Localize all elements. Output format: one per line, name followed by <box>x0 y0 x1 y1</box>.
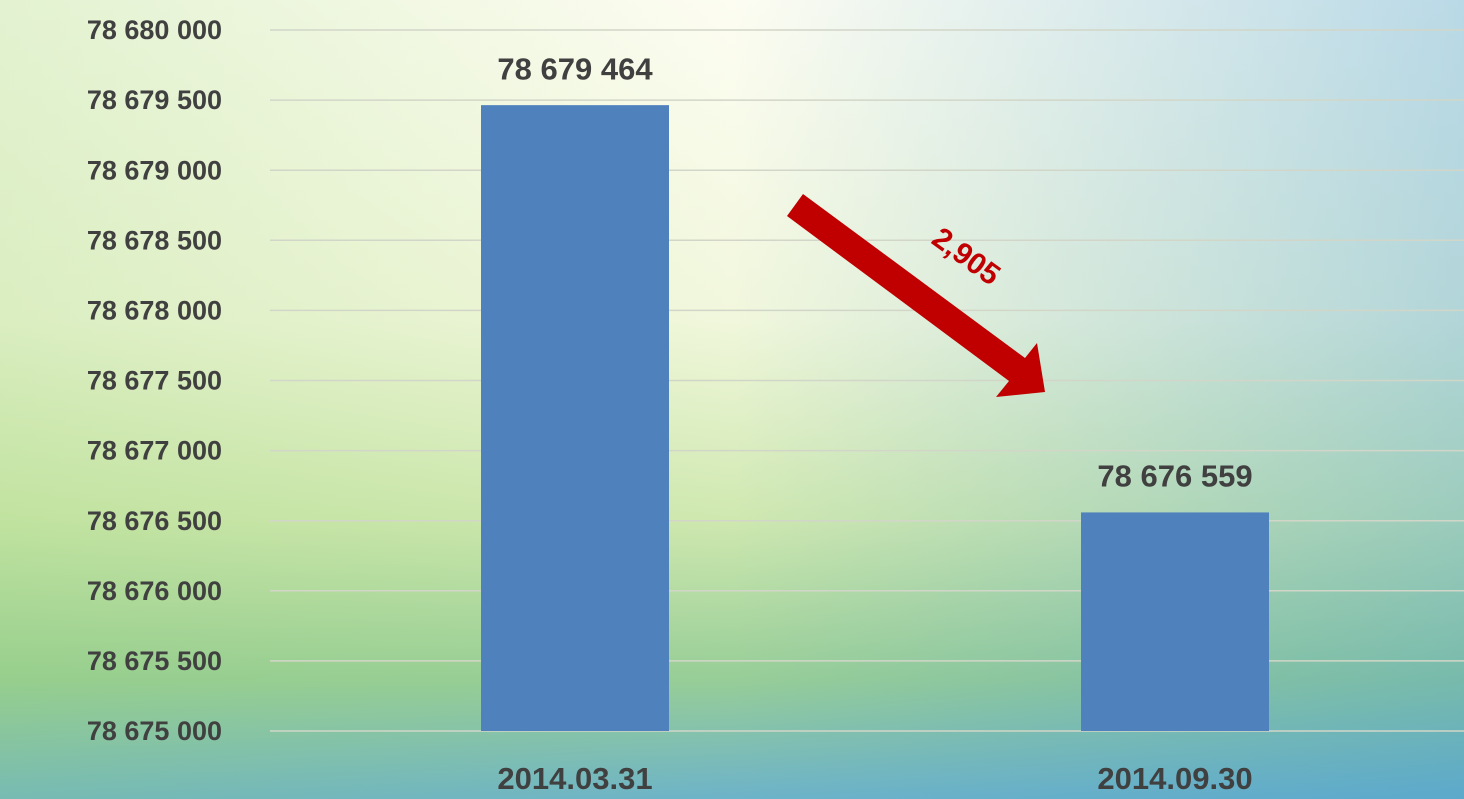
y-tick-label: 78 675 000 <box>87 716 222 746</box>
y-tick-label: 78 677 500 <box>87 366 222 396</box>
x-tick-label: 2014.03.31 <box>497 761 652 796</box>
trend-arrow <box>787 194 1045 397</box>
y-tick-label: 78 679 000 <box>87 155 222 185</box>
y-tick-label: 78 676 000 <box>87 576 222 606</box>
y-tick-label: 78 680 000 <box>87 15 222 45</box>
bar <box>481 105 669 731</box>
y-tick-label: 78 679 500 <box>87 85 222 115</box>
annotation: 2,905 <box>926 221 1006 292</box>
bar <box>1081 512 1269 731</box>
y-tick-label: 78 678 500 <box>87 225 222 255</box>
y-tick-label: 78 677 000 <box>87 436 222 466</box>
x-tick-label: 2014.09.30 <box>1097 761 1252 796</box>
y-tick-label: 78 676 500 <box>87 506 222 536</box>
value-label: 78 679 464 <box>497 51 653 86</box>
y-tick-label: 78 675 500 <box>87 646 222 676</box>
y-tick-label: 78 678 000 <box>87 296 222 326</box>
value-label: 78 676 559 <box>1097 459 1252 494</box>
